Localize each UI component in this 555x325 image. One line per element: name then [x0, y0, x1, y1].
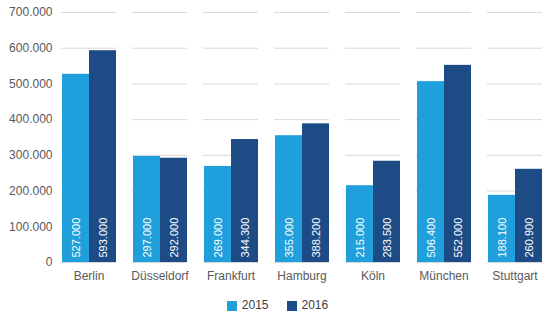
svg-text:600.000: 600.000	[9, 41, 53, 55]
svg-text:344.300: 344.300	[239, 218, 251, 258]
svg-text:200.000: 200.000	[9, 184, 53, 198]
svg-text:Köln: Köln	[361, 269, 385, 283]
svg-text:215.000: 215.000	[354, 218, 366, 258]
svg-text:400.000: 400.000	[9, 112, 53, 126]
html-text:2016: 2016	[301, 298, 329, 312]
svg-text:300.000: 300.000	[9, 148, 53, 162]
svg-text:388.200: 388.200	[310, 218, 322, 258]
svg-text:260.900: 260.900	[523, 218, 535, 258]
svg-text:500.000: 500.000	[9, 77, 53, 91]
svg-text:506.400: 506.400	[425, 218, 437, 258]
svg-text:297.000: 297.000	[141, 218, 153, 258]
svg-text:593.000: 593.000	[97, 218, 109, 258]
svg-text:Düsseldorf: Düsseldorf	[131, 269, 189, 283]
svg-text:269.000: 269.000	[212, 218, 224, 258]
svg-text:Hamburg: Hamburg	[277, 269, 326, 283]
svg-text:München: München	[419, 269, 468, 283]
svg-text:283.500: 283.500	[381, 218, 393, 258]
html-text:2015: 2015	[241, 298, 269, 312]
svg-text:552.000: 552.000	[452, 218, 464, 258]
svg-text:Stuttgart: Stuttgart	[492, 269, 538, 283]
svg-text:527.000: 527.000	[70, 218, 82, 258]
svg-text:0: 0	[46, 255, 53, 269]
svg-text:700.000: 700.000	[9, 5, 53, 19]
svg-text:188.100: 188.100	[496, 218, 508, 258]
svg-text:100.000: 100.000	[9, 220, 53, 234]
svg-text:Berlin: Berlin	[74, 269, 105, 283]
svg-text:Frankfurt: Frankfurt	[207, 269, 256, 283]
svg-text:292.000: 292.000	[168, 218, 180, 258]
svg-text:355.000: 355.000	[283, 218, 295, 258]
